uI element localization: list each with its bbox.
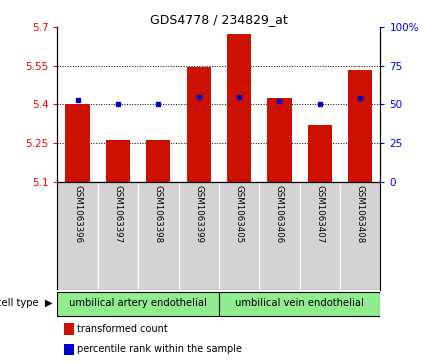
Text: transformed count: transformed count (77, 324, 167, 334)
Bar (227, 34, 251, 182)
Text: GSM1063396: GSM1063396 (73, 185, 82, 243)
Text: GSM1063398: GSM1063398 (154, 185, 163, 243)
Text: umbilical artery endothelial: umbilical artery endothelial (69, 298, 207, 309)
Bar (64, 343, 74, 355)
Text: GSM1063399: GSM1063399 (194, 185, 203, 243)
Bar (106, 140, 130, 182)
Text: GSM1063407: GSM1063407 (315, 185, 324, 243)
Text: umbilical vein endothelial: umbilical vein endothelial (235, 298, 364, 309)
Bar (65, 104, 90, 182)
Bar (219, 292, 380, 316)
Text: GSM1063408: GSM1063408 (356, 185, 365, 243)
Bar (308, 125, 332, 182)
Bar (64, 323, 74, 335)
Bar (267, 98, 292, 182)
Bar (57, 292, 219, 316)
Bar (348, 70, 372, 182)
Bar (187, 67, 211, 182)
Text: GSM1063406: GSM1063406 (275, 185, 284, 243)
Text: percentile rank within the sample: percentile rank within the sample (77, 344, 242, 354)
Title: GDS4778 / 234829_at: GDS4778 / 234829_at (150, 13, 288, 26)
Bar (146, 140, 170, 182)
Text: cell type  ▶: cell type ▶ (0, 298, 53, 309)
Text: GSM1063405: GSM1063405 (235, 185, 244, 243)
Text: GSM1063397: GSM1063397 (113, 185, 122, 243)
